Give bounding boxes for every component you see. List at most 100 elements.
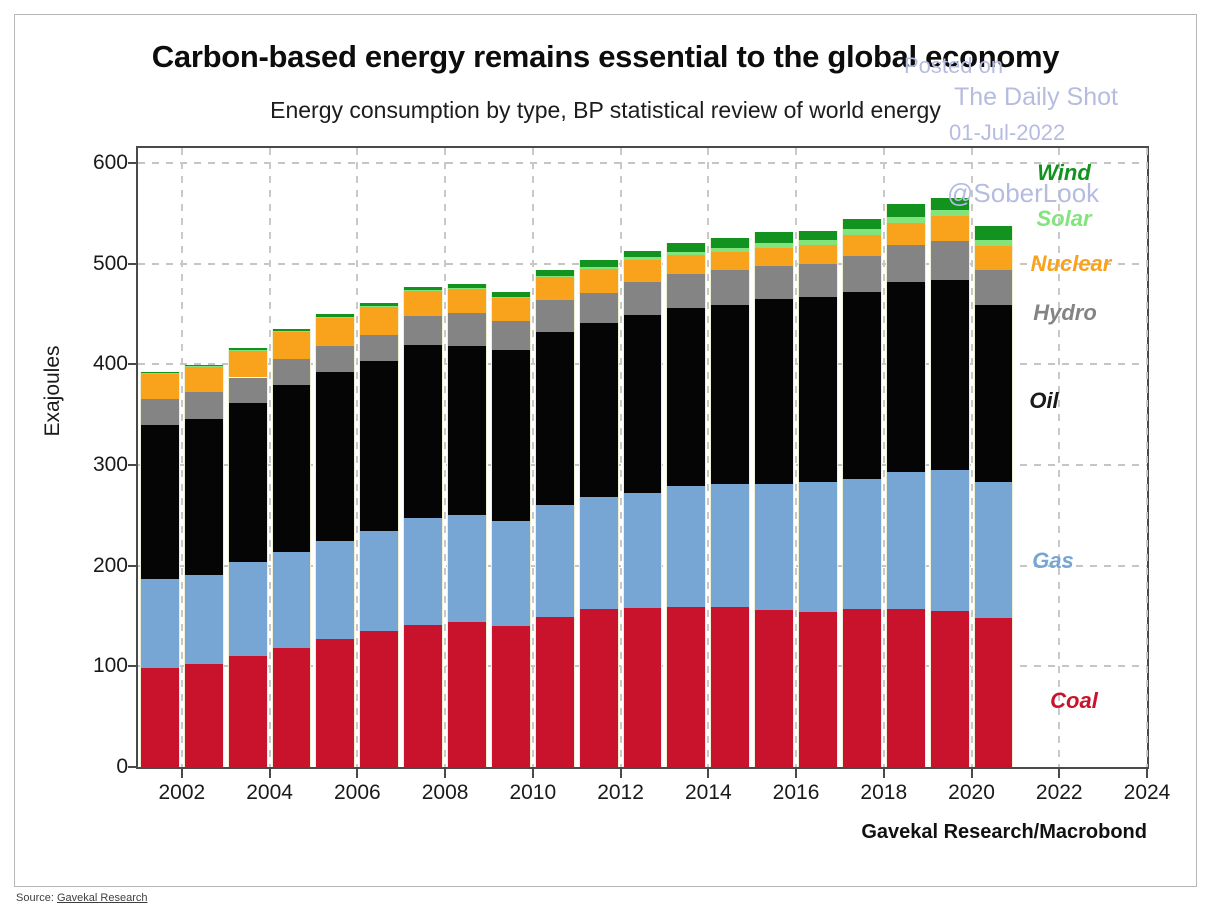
bar-segment-nuclear-2016 bbox=[799, 244, 837, 264]
bar-2018 bbox=[885, 204, 926, 767]
bar-segment-coal-2019 bbox=[930, 611, 969, 767]
y-tick-label-100: 100 bbox=[92, 654, 128, 678]
x-tick-mark-2012 bbox=[619, 769, 622, 778]
bar-segment-nuclear-2015 bbox=[755, 247, 794, 266]
bar-segment-wind-2004 bbox=[272, 328, 311, 331]
bar-segment-nuclear-2008 bbox=[448, 288, 486, 314]
bar-2016 bbox=[798, 230, 838, 767]
y-tick-mark-500 bbox=[128, 262, 136, 265]
bar-segment-nuclear-2018 bbox=[886, 222, 925, 245]
bar-2017 bbox=[841, 219, 882, 767]
bar-segment-coal-2006 bbox=[360, 631, 399, 767]
bar-segment-wind-2013 bbox=[667, 242, 706, 252]
y-tick-mark-200 bbox=[128, 564, 136, 567]
gridline-x-2018 bbox=[882, 148, 885, 767]
bar-segment-oil-2001 bbox=[141, 424, 179, 579]
gridline-x-2014 bbox=[707, 148, 710, 767]
source-link[interactable]: Gavekal Research bbox=[56, 892, 148, 904]
bar-segment-nuclear-2010 bbox=[535, 276, 574, 300]
bar-segment-coal-2011 bbox=[579, 608, 618, 767]
x-tick-mark-2006 bbox=[356, 769, 359, 778]
bar-segment-nuclear-2001 bbox=[141, 373, 179, 399]
y-tick-mark-300 bbox=[128, 464, 136, 466]
plot-inner: Wind Solar Nuclear Hydro Oil Gas Coal bbox=[138, 148, 1148, 767]
bar-segment-oil-2007 bbox=[404, 345, 443, 519]
legend-label-wind: Wind bbox=[1037, 160, 1091, 185]
bar-segment-coal-2003 bbox=[228, 656, 267, 767]
bar-segment-oil-2020 bbox=[974, 305, 1013, 483]
legend-label-coal: Coal bbox=[1050, 688, 1098, 713]
x-tick-mark-2004 bbox=[268, 769, 271, 778]
x-tick-label-2006: 2006 bbox=[333, 781, 381, 804]
x-tick-label-2018: 2018 bbox=[860, 781, 908, 804]
bar-segment-hydro-2008 bbox=[448, 313, 486, 347]
bar-segment-wind-2010 bbox=[535, 270, 574, 276]
bar-segment-oil-2003 bbox=[228, 402, 267, 562]
x-tick-mark-2022 bbox=[1058, 769, 1061, 778]
bar-segment-hydro-2015 bbox=[755, 265, 794, 299]
chart-title: Carbon-based energy remains essential to… bbox=[151, 39, 1060, 74]
bar-segment-gas-2009 bbox=[491, 521, 530, 627]
bar-segment-solar-2015 bbox=[755, 242, 794, 248]
gridline-x-2016 bbox=[795, 148, 798, 767]
bar-segment-nuclear-2003 bbox=[228, 350, 267, 378]
gridline-x-2012 bbox=[619, 148, 622, 767]
bar-segment-hydro-2010 bbox=[535, 300, 574, 333]
bar-segment-coal-2017 bbox=[842, 608, 881, 767]
bar-segment-wind-2009 bbox=[491, 291, 530, 297]
bar-segment-oil-2002 bbox=[184, 418, 223, 575]
bar-segment-nuclear-2019 bbox=[930, 216, 969, 241]
bar-segment-wind-2017 bbox=[842, 219, 881, 229]
bar-segment-solar-2010 bbox=[535, 275, 574, 277]
bar-segment-coal-2001 bbox=[141, 668, 179, 767]
bar-segment-gas-2013 bbox=[667, 486, 706, 607]
legend-label-nuclear: Nuclear bbox=[1030, 251, 1112, 276]
bar-segment-hydro-2002 bbox=[184, 391, 223, 419]
bar-segment-oil-2016 bbox=[799, 296, 837, 483]
bar-segment-coal-2008 bbox=[448, 622, 486, 767]
bar-2011 bbox=[578, 259, 619, 767]
bar-segment-gas-2014 bbox=[711, 484, 750, 607]
bar-segment-wind-2008 bbox=[448, 283, 486, 289]
bar-segment-gas-2004 bbox=[272, 551, 311, 649]
gridline-y-600 bbox=[138, 162, 1147, 165]
x-tick-mark-2002 bbox=[180, 769, 183, 778]
bar-segment-oil-2014 bbox=[711, 305, 750, 485]
y-tick-mark-0 bbox=[128, 766, 136, 768]
bar-segment-oil-2009 bbox=[491, 350, 530, 522]
bar-segment-oil-2017 bbox=[842, 291, 881, 480]
bar-segment-gas-2019 bbox=[930, 470, 969, 611]
bar-segment-solar-2006 bbox=[360, 306, 399, 308]
bar-segment-solar-2016 bbox=[799, 239, 837, 245]
bar-segment-gas-2002 bbox=[184, 574, 223, 665]
bar-segment-solar-2012 bbox=[623, 257, 662, 260]
bar-segment-oil-2013 bbox=[667, 308, 706, 487]
gridline-x-2022 bbox=[1058, 148, 1061, 767]
gridline-x-2024 bbox=[1146, 148, 1148, 767]
bar-segment-nuclear-2011 bbox=[579, 268, 618, 293]
bar-segment-hydro-2007 bbox=[404, 316, 443, 346]
x-tick-label-2014: 2014 bbox=[684, 781, 732, 804]
bar-segment-oil-2019 bbox=[930, 279, 969, 471]
watermark-daily-shot: The Daily Shot bbox=[954, 83, 1118, 111]
y-tick-label-600: 600 bbox=[92, 151, 128, 174]
bar-segment-oil-2011 bbox=[579, 323, 618, 498]
bar-segment-wind-2011 bbox=[579, 259, 618, 267]
bar-segment-solar-2020 bbox=[974, 239, 1013, 246]
gridline-x-2006 bbox=[356, 148, 359, 767]
bar-segment-wind-2014 bbox=[711, 237, 750, 248]
bar-segment-wind-2002 bbox=[184, 364, 223, 367]
bar-segment-gas-2016 bbox=[799, 482, 837, 613]
bar-segment-wind-2001 bbox=[141, 371, 179, 374]
x-tick-label-2020: 2020 bbox=[948, 781, 995, 804]
bar-2002 bbox=[183, 364, 224, 767]
y-tick-label-500: 500 bbox=[92, 251, 128, 275]
bar-2004 bbox=[271, 328, 312, 767]
y-axis-title: Exajoules bbox=[41, 345, 64, 437]
legend-label-hydro: Hydro bbox=[1033, 300, 1097, 325]
bar-segment-hydro-2003 bbox=[228, 377, 267, 403]
x-tick-label-2016: 2016 bbox=[772, 781, 820, 804]
bar-segment-solar-2017 bbox=[842, 228, 881, 235]
y-tick-mark-400 bbox=[128, 363, 136, 366]
bar-segment-gas-2015 bbox=[755, 484, 794, 610]
